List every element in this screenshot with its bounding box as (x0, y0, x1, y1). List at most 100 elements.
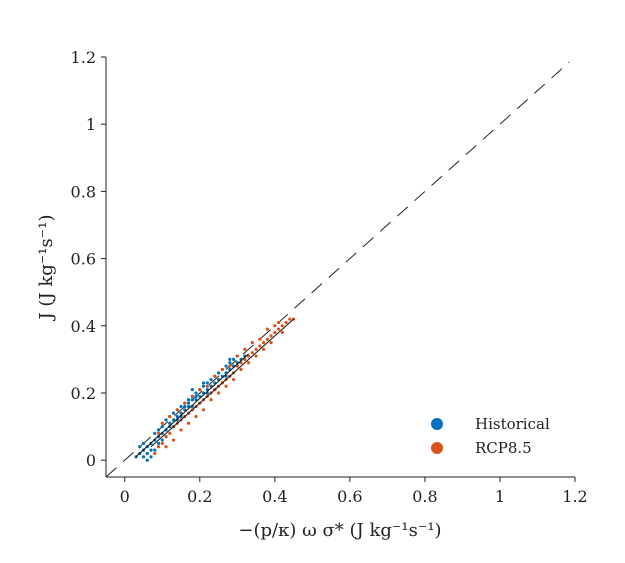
data-point (280, 330, 284, 335)
data-point (145, 451, 149, 456)
x-tick-label: 0.8 (412, 487, 437, 506)
data-point (186, 404, 191, 409)
series-rcp8-5 (153, 317, 296, 456)
y-axis-label: J (J kg⁻¹s⁻¹) (36, 214, 57, 321)
data-point (141, 441, 146, 445)
data-point (220, 367, 224, 372)
data-point (171, 438, 176, 442)
fit-lines-layer (135, 318, 294, 458)
y-tick-label: 0.8 (71, 182, 96, 201)
data-point (276, 327, 281, 331)
data-point (194, 391, 198, 395)
data-point (231, 357, 236, 361)
data-point (280, 324, 284, 328)
data-point (228, 364, 232, 368)
data-point (201, 381, 206, 385)
data-point (179, 428, 183, 432)
data-point (276, 320, 281, 325)
data-point (258, 344, 262, 348)
data-point (175, 408, 179, 412)
data-point (216, 371, 221, 375)
x-tick-label: 0.6 (337, 487, 362, 506)
data-point (205, 381, 209, 385)
data-point (269, 334, 273, 338)
data-point (149, 455, 153, 459)
data-point (183, 408, 187, 412)
data-point (153, 451, 157, 456)
data-point (224, 364, 228, 368)
data-point (228, 361, 232, 365)
data-point (194, 394, 198, 398)
data-point (190, 398, 194, 402)
data-point (261, 341, 266, 345)
data-point (168, 421, 172, 425)
data-point (164, 445, 168, 449)
data-point (213, 374, 217, 378)
data-point (273, 330, 277, 335)
y-tick-label: 1 (86, 115, 96, 134)
y-tick-label: 0.4 (71, 317, 96, 336)
data-point (284, 320, 288, 325)
data-point (183, 404, 187, 409)
data-point (273, 324, 277, 328)
data-point (288, 317, 292, 321)
x-tick-label: 0 (120, 487, 130, 506)
one-to-one-reference-line (105, 61, 570, 478)
data-point (164, 435, 168, 439)
data-point (186, 421, 191, 425)
legend-marker (431, 418, 443, 430)
data-point (160, 441, 164, 445)
data-point (235, 354, 239, 358)
data-point (145, 458, 149, 462)
legend: Historical RCP8.5 (431, 415, 550, 457)
data-point (141, 455, 146, 459)
data-point (160, 438, 164, 442)
data-point (160, 421, 164, 425)
data-point (168, 431, 172, 435)
data-point (168, 414, 172, 419)
data-point (209, 377, 213, 382)
data-point (153, 448, 157, 452)
legend-marker (431, 442, 443, 454)
data-point (175, 414, 179, 419)
data-point (269, 341, 273, 345)
axes-layer: 0 0.2 0.4 0.6 0.8 1 1.2 0 0.2 0.4 0.6 0.8 1 1.2 (71, 48, 588, 506)
data-point (171, 418, 176, 422)
data-point (183, 401, 187, 405)
data-point (224, 384, 228, 388)
data-point (190, 394, 194, 398)
data-point (201, 384, 206, 388)
data-point (261, 347, 266, 351)
data-point (205, 384, 209, 388)
data-point (171, 411, 176, 415)
x-tick-label: 1.2 (562, 487, 587, 506)
data-point (149, 448, 153, 452)
data-point (198, 388, 202, 392)
data-point (265, 327, 269, 331)
data-point (231, 377, 236, 382)
data-point (239, 367, 243, 372)
data-point (164, 418, 168, 422)
data-point (186, 398, 191, 402)
data-point (258, 337, 262, 341)
x-tick-label: 0.2 (187, 487, 212, 506)
legend-label: Historical (475, 415, 550, 433)
data-point (250, 351, 254, 355)
reference-line-layer (105, 61, 570, 478)
data-point (179, 411, 183, 415)
y-tick-label: 1.2 (71, 48, 96, 67)
data-point (209, 398, 213, 402)
data-point (265, 337, 269, 341)
legend-label: RCP8.5 (475, 439, 532, 457)
data-point (201, 408, 206, 412)
data-point (190, 388, 194, 392)
y-tick-label: 0.2 (71, 384, 96, 403)
data-point (194, 414, 198, 419)
data-point (156, 445, 161, 449)
data-point (228, 357, 232, 361)
data-point (243, 347, 247, 351)
data-point (216, 391, 221, 395)
x-tick-label: 0.4 (262, 487, 287, 506)
